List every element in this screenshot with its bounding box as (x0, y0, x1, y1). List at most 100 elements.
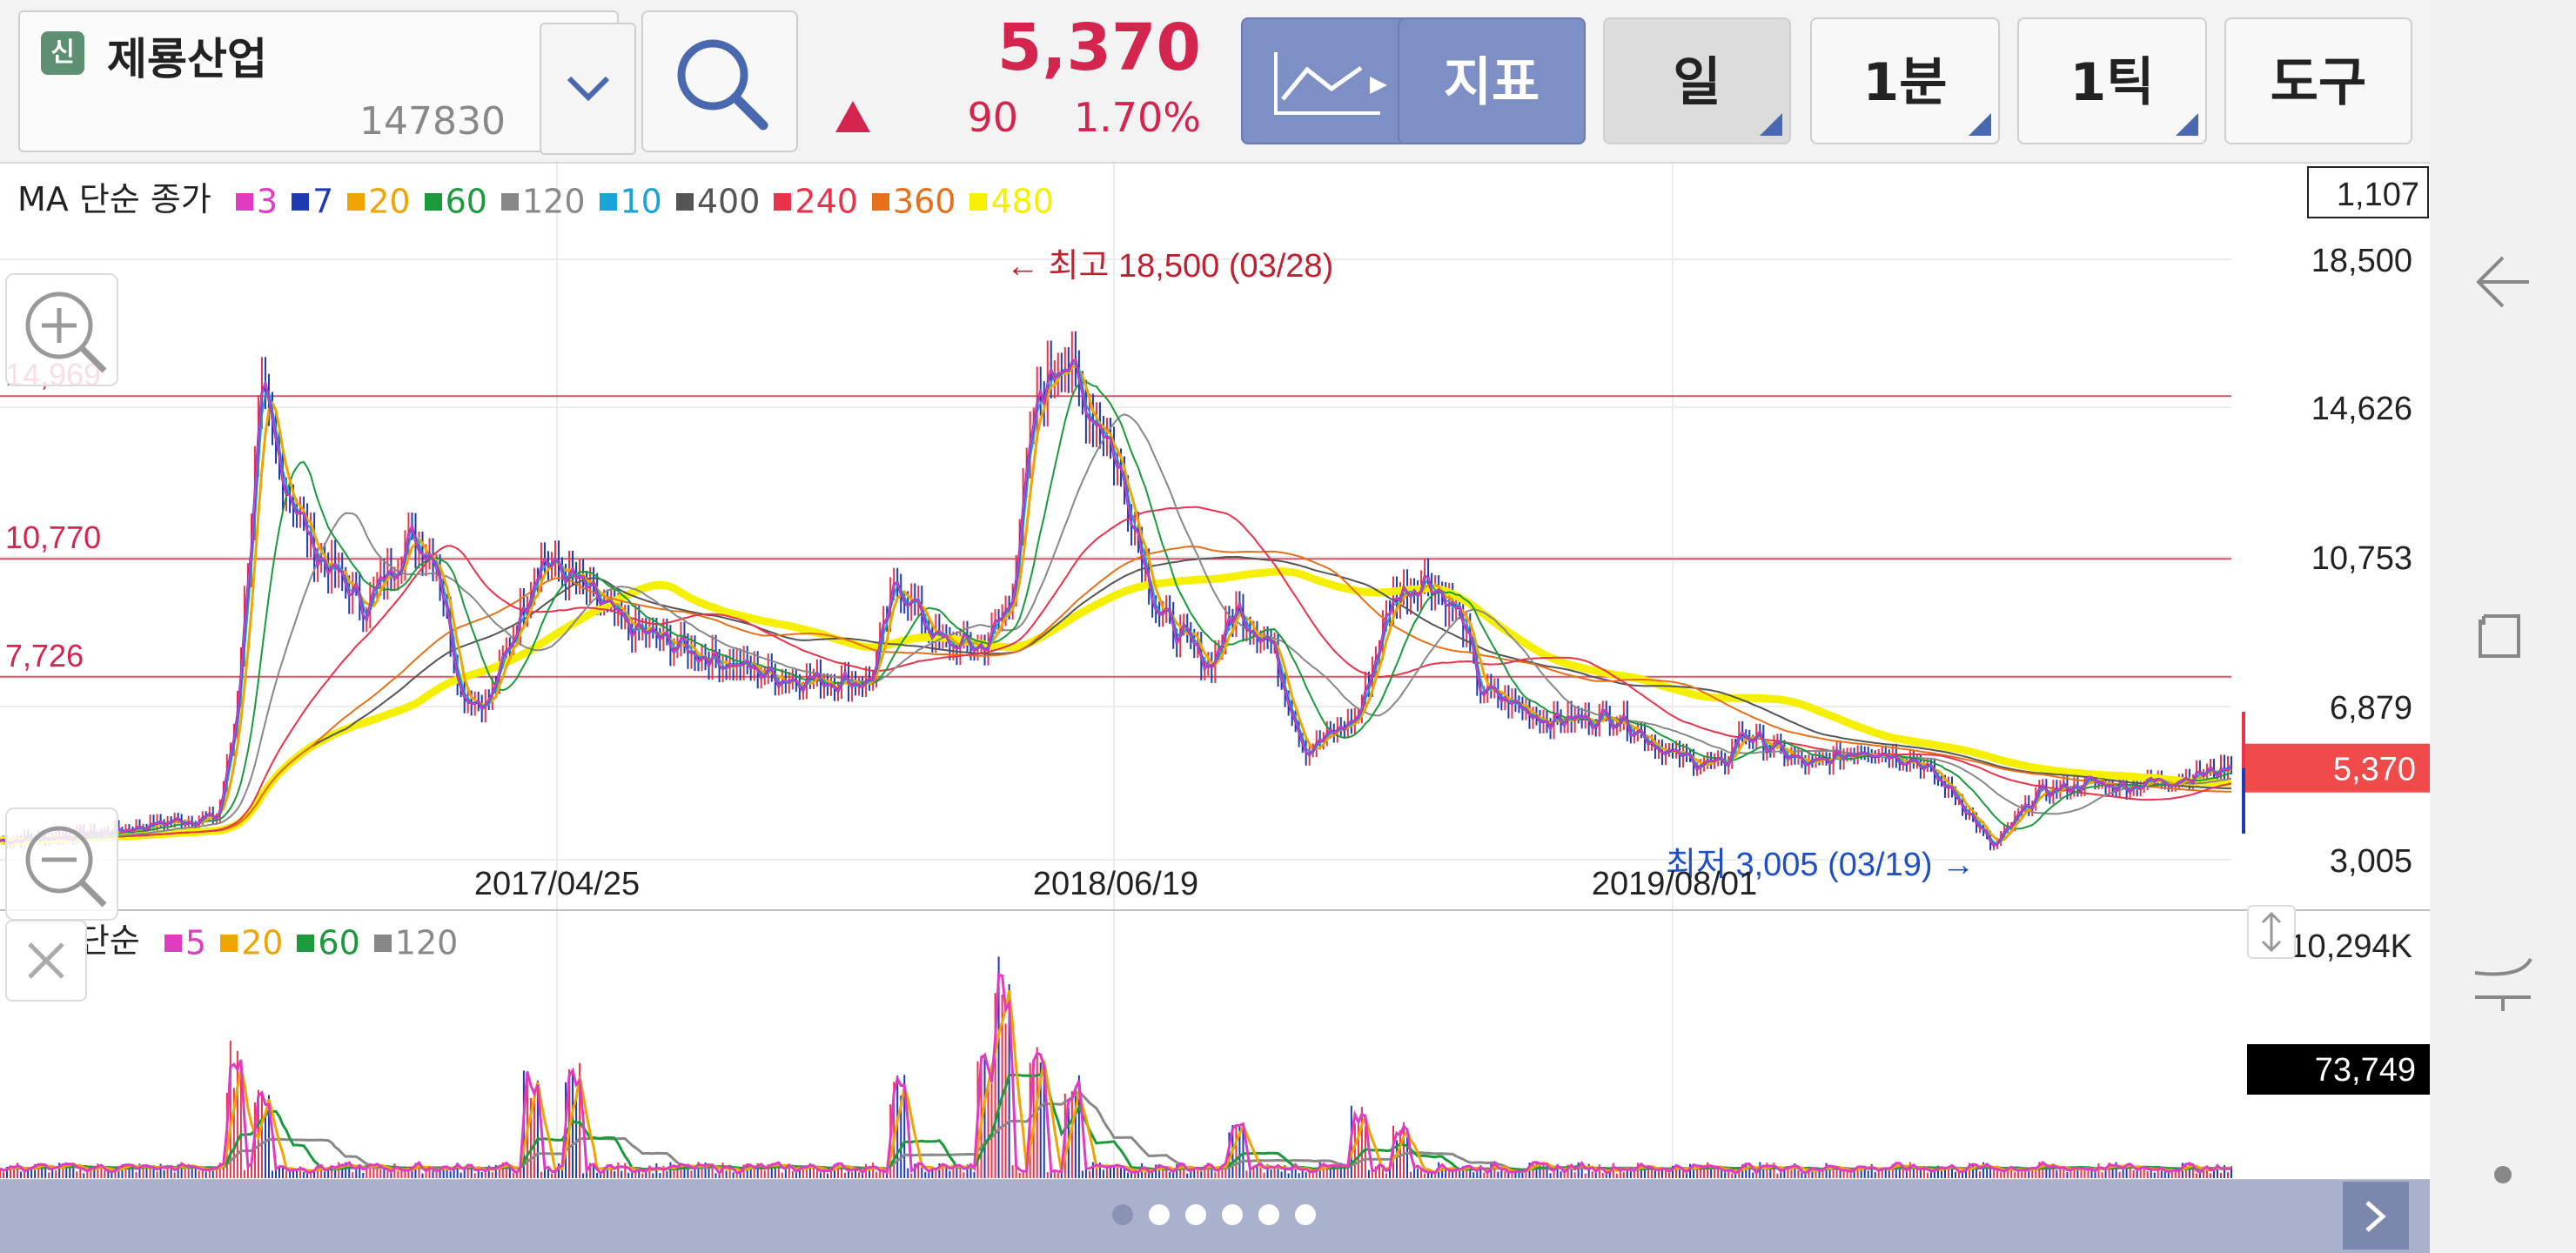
volume-bar (1151, 1170, 1154, 1178)
ma-400-line (0, 555, 2232, 843)
volume-bar (994, 993, 996, 1178)
volume-bar (1982, 1162, 1985, 1178)
volume-ma-5-line (0, 973, 2232, 1176)
volume-bar (107, 1171, 110, 1178)
volume-bar (1580, 1163, 1583, 1178)
volume-bar (1459, 1169, 1461, 1178)
volume-bar (1591, 1171, 1593, 1178)
volume-bar (879, 1169, 882, 1178)
volume-bar (487, 1165, 490, 1178)
zoom-in-button[interactable] (5, 273, 118, 386)
volume-bar (2094, 1171, 2096, 1178)
volume-legend-swatch (373, 934, 392, 952)
price-legend-swatch (774, 192, 792, 211)
period-tick-button[interactable]: 1틱 (2017, 17, 2207, 144)
volume-bar (1700, 1165, 1702, 1178)
page-dot[interactable] (1185, 1204, 1206, 1225)
page-dot[interactable] (1149, 1204, 1170, 1225)
volume-bar (942, 1165, 944, 1178)
ma-3-line (0, 358, 2232, 848)
recent-apps-icon[interactable] (2468, 599, 2538, 668)
volume-bar (222, 1164, 225, 1178)
volume-bar (379, 1169, 382, 1178)
volume-bar (631, 1170, 634, 1178)
zoom-out-button[interactable] (5, 807, 118, 921)
volume-bar (1483, 1172, 1486, 1178)
volume-bar (236, 1050, 238, 1178)
price-legend-period: 480 (990, 182, 1054, 221)
volume-bar (603, 1166, 606, 1178)
volume-bar (1797, 1169, 1800, 1178)
volume-bar (1420, 1169, 1423, 1178)
volume-bar (914, 1163, 916, 1178)
volume-bar (20, 1171, 23, 1178)
stock-selector[interactable]: 신 제룡산업 147830 (18, 10, 636, 155)
back-icon[interactable] (2468, 247, 2538, 317)
volume-bar (149, 1169, 151, 1178)
panel-resize-handle[interactable] (2247, 905, 2296, 959)
stock-dropdown-button[interactable] (540, 23, 636, 155)
volume-bar (1895, 1162, 1897, 1178)
volume-bar (865, 1163, 868, 1178)
volume-bar (659, 1173, 661, 1178)
period-minute-button[interactable]: 1분 (1810, 17, 2000, 144)
volume-bar (1218, 1168, 1220, 1178)
volume-bar (2090, 1169, 2093, 1178)
volume-bar (1539, 1164, 1541, 1178)
volume-bar (949, 1170, 951, 1178)
close-indicator-button[interactable] (5, 920, 87, 1002)
volume-legend-swatch (220, 934, 238, 952)
volume-bar (987, 1081, 989, 1178)
volume-bar (2076, 1169, 2079, 1178)
page-dot[interactable] (1222, 1204, 1243, 1225)
volume-bar (289, 1170, 292, 1178)
volume-bar (1577, 1162, 1580, 1178)
search-button[interactable] (641, 10, 798, 152)
system-navigation-bar (2430, 0, 2576, 1253)
volume-bar (2153, 1172, 2156, 1178)
price-legend-swatch (235, 192, 253, 211)
volume-bar (1001, 995, 1003, 1178)
volume-bar (180, 1163, 183, 1178)
volume-bar (725, 1170, 728, 1178)
volume-bar (484, 1170, 486, 1178)
x-axis-date-label: 2018/06/19 (1033, 866, 1198, 902)
volume-bar (1608, 1170, 1611, 1178)
volume-bar (345, 1162, 347, 1178)
volume-bar (327, 1168, 330, 1178)
volume-bar (278, 1165, 281, 1178)
period-day-button[interactable]: 일 (1603, 17, 1791, 144)
volume-bar (1249, 1168, 1251, 1178)
volume-bar (1200, 1171, 1203, 1178)
volume-bar (1801, 1172, 1803, 1178)
page-dot[interactable] (1112, 1204, 1133, 1225)
volume-bar (414, 1163, 417, 1178)
volume-bar (1452, 1170, 1454, 1178)
volume-bar (1682, 1170, 1685, 1178)
volume-bar (1835, 1169, 1838, 1178)
chart-type-button[interactable] (1241, 17, 1424, 144)
volume-bar (614, 1171, 616, 1178)
volume-bar (1818, 1170, 1821, 1178)
volume-bar (1912, 1168, 1915, 1178)
volume-bar (1619, 1166, 1621, 1178)
volume-bar (610, 1166, 613, 1178)
volume-bar (44, 1165, 47, 1178)
volume-bar (714, 1173, 717, 1178)
volume-bar (1336, 1167, 1338, 1178)
tools-button[interactable]: 도구 (2224, 17, 2412, 144)
home-icon[interactable] (2468, 950, 2538, 1020)
volume-bar (572, 1071, 574, 1178)
next-page-button[interactable] (2343, 1182, 2409, 1250)
volume-bar (788, 1164, 790, 1178)
indicator-button[interactable]: 지표 (1398, 17, 1586, 144)
page-dot[interactable] (1295, 1204, 1316, 1225)
volume-bar (1993, 1169, 1996, 1178)
page-dot[interactable] (1258, 1204, 1279, 1225)
volume-bar (1863, 1166, 1866, 1178)
volume-bar (812, 1168, 815, 1178)
volume-bar (1693, 1165, 1695, 1178)
volume-bar (2146, 1171, 2149, 1178)
volume-bar (156, 1171, 158, 1178)
